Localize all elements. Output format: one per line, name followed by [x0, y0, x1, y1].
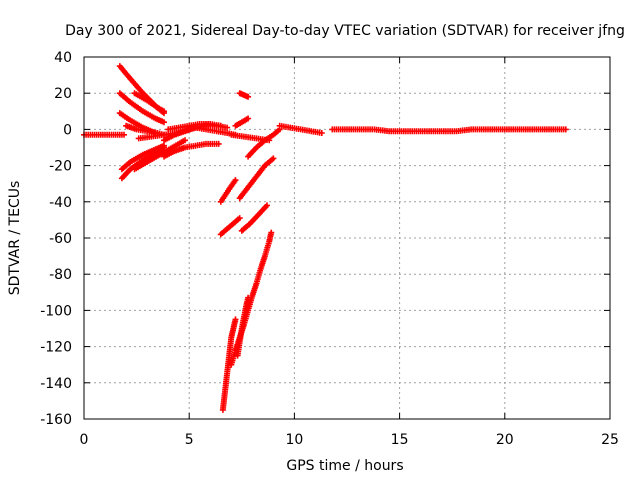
plus-markers: [217, 177, 239, 205]
series-arc-b: [116, 90, 167, 126]
plus-markers: [236, 90, 252, 100]
x-tick-label: 25: [601, 432, 619, 448]
x-tick-labels: 0 5 10 15 20 25: [80, 432, 619, 448]
data-points: [81, 63, 569, 413]
series-arc-y: [276, 122, 325, 136]
plus-markers: [118, 142, 167, 173]
plus-markers: [238, 202, 270, 234]
y-tick-labels: -160 -140 -120 -100 -80 -60 -40 -20 0 20 40: [40, 50, 72, 428]
y-tick-label: 20: [54, 86, 72, 102]
y-tick-label: -140: [40, 376, 72, 392]
series-arc-x: [234, 294, 252, 359]
x-axis-title: GPS time / hours: [286, 458, 403, 474]
y-tick-label: 40: [54, 50, 72, 66]
series-arc-c: [131, 90, 167, 115]
y-tick-label: -80: [49, 267, 72, 283]
y-tick-label: -160: [40, 412, 72, 428]
plus-markers: [165, 121, 224, 133]
series-arc-s: [238, 202, 270, 234]
y-axis-title: SDTVAR / TECUs: [7, 181, 23, 296]
y-tick-label: 0: [63, 122, 72, 138]
x-tick-label: 15: [391, 432, 409, 448]
series-arc-l: [165, 121, 224, 133]
series-arc-p: [232, 115, 252, 129]
series-baseline-late: [329, 126, 569, 135]
series-arc-t: [236, 155, 277, 202]
plus-markers: [219, 316, 239, 413]
y-tick-label: -40: [49, 195, 72, 211]
plus-markers: [217, 215, 243, 238]
plus-markers: [131, 90, 167, 115]
plus-markers: [116, 90, 167, 126]
plus-markers: [131, 137, 188, 173]
y-tick-label: -20: [49, 159, 72, 175]
series-arc-n: [217, 177, 239, 205]
chart-title: Day 300 of 2021, Sidereal Day-to-day VTE…: [65, 23, 625, 39]
series-arc-v: [219, 316, 239, 413]
plus-markers: [236, 155, 277, 202]
series-arc-h: [118, 142, 167, 173]
plus-markers: [232, 115, 252, 129]
grid-lines: [84, 57, 610, 419]
plus-markers: [161, 140, 222, 160]
y-tick-label: -120: [40, 340, 72, 356]
plus-markers: [245, 126, 283, 160]
y-tick-label: -100: [40, 303, 72, 319]
series-arc-j: [161, 140, 222, 160]
plus-markers: [329, 126, 569, 135]
series-arc-i: [131, 137, 188, 173]
axis-ticks: [83, 56, 611, 420]
x-tick-label: 20: [496, 432, 514, 448]
plus-markers: [234, 294, 252, 359]
series-arc-r: [217, 215, 243, 238]
x-tick-label: 0: [80, 432, 89, 448]
x-tick-label: 5: [185, 432, 194, 448]
series-arc-u: [245, 126, 283, 160]
y-tick-label: -60: [49, 231, 72, 247]
x-tick-label: 10: [285, 432, 303, 448]
series-arc-q: [236, 90, 252, 100]
plus-markers: [276, 122, 325, 136]
